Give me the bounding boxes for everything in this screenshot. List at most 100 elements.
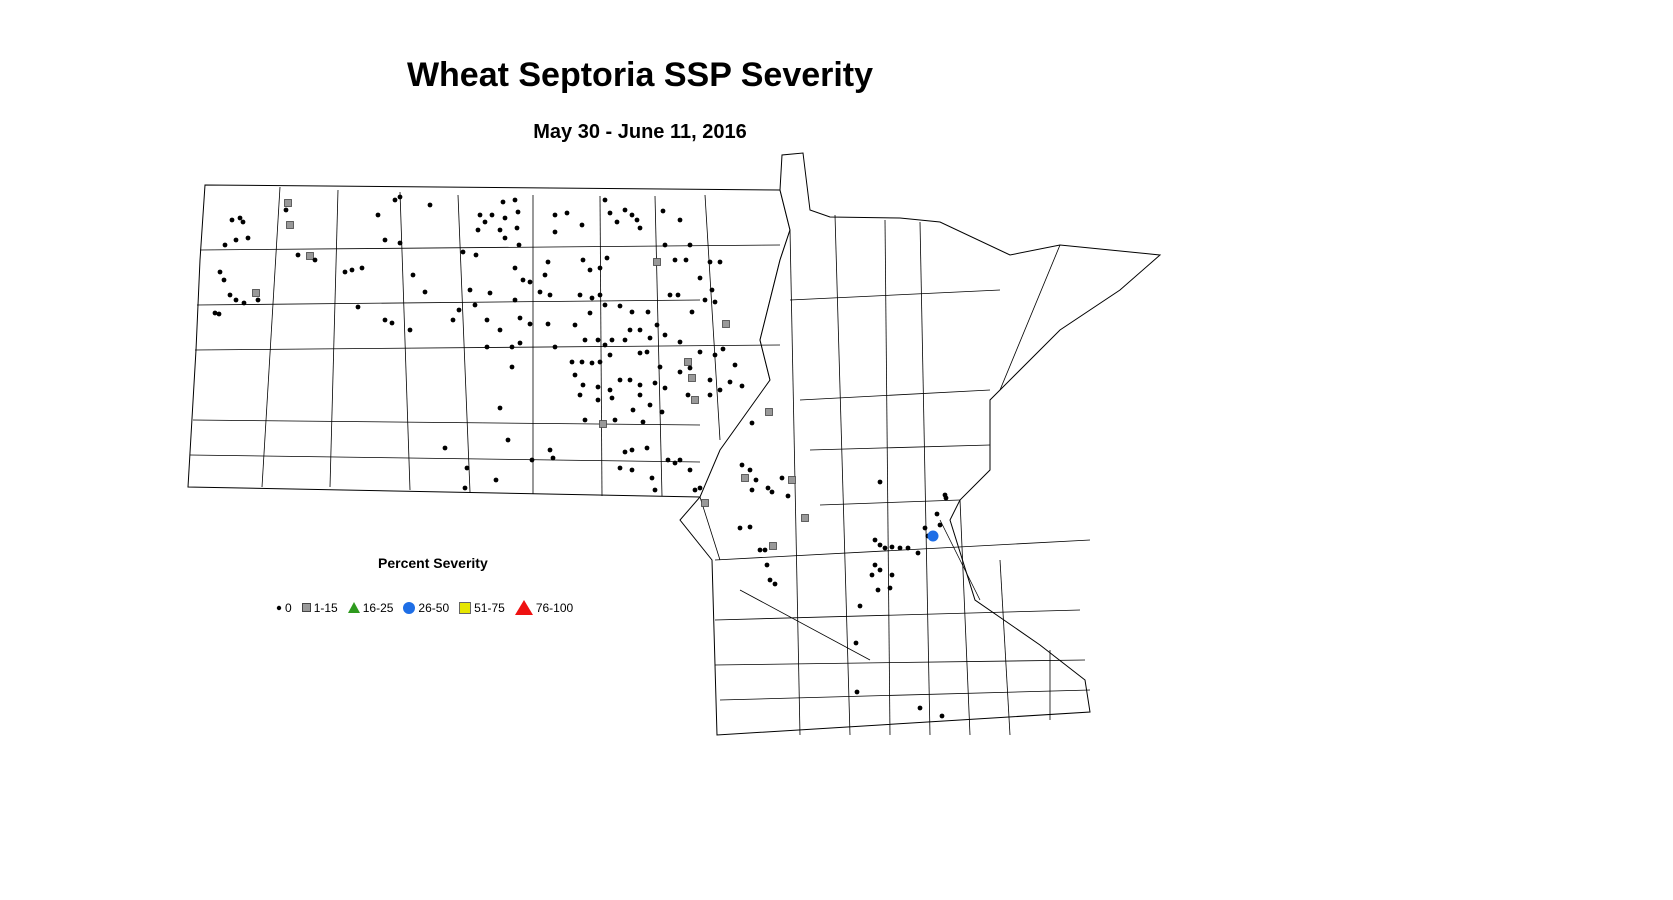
north-dakota-outline (187, 184, 791, 498)
observation-dot-0 (617, 377, 623, 383)
observation-dot-0 (233, 297, 239, 303)
county-boundary (192, 419, 701, 426)
observation-dot-0 (644, 349, 650, 355)
observation-dot-0 (597, 265, 603, 271)
observation-dot-0 (897, 545, 903, 551)
observation-dot-0 (245, 235, 251, 241)
observation-square-1-15 (306, 252, 314, 260)
county-boundary (999, 559, 1011, 736)
observation-dot-0 (500, 199, 506, 205)
legend-item-76-100: 76-100 (514, 600, 573, 615)
observation-square-1-15 (653, 258, 661, 266)
observation-dot-0 (527, 279, 533, 285)
observation-square-1-15 (684, 358, 692, 366)
county-boundary (704, 194, 721, 441)
observation-dot-0 (875, 587, 881, 593)
legend-item-26-50: 26-50 (403, 601, 449, 615)
observation-dot-0 (462, 485, 468, 491)
observation-dot-0 (460, 249, 466, 255)
observation-dot-0 (502, 215, 508, 221)
observation-dot-0 (677, 369, 683, 375)
observation-dot-0 (709, 287, 715, 293)
observation-dot-0 (637, 392, 643, 398)
observation-dot-0 (237, 215, 243, 221)
observation-dot-0 (569, 359, 575, 365)
observation-dot-0 (255, 297, 261, 303)
observation-dot-0 (229, 217, 235, 223)
observation-dot-0 (685, 392, 691, 398)
triangle-icon (347, 602, 360, 613)
observation-dot-0 (514, 225, 520, 231)
observation-dot-0 (607, 210, 613, 216)
observation-dot-0 (552, 229, 558, 235)
observation-dot-0 (587, 267, 593, 273)
observation-dot-0 (629, 309, 635, 315)
observation-dot-0 (493, 477, 499, 483)
county-boundary (457, 194, 471, 493)
observation-dot-0 (647, 335, 653, 341)
observation-dot-0 (509, 344, 515, 350)
observation-dot-0 (749, 420, 755, 426)
observation-dot-0 (509, 364, 515, 370)
county-boundary (884, 219, 891, 736)
observation-dot-0 (227, 292, 233, 298)
observation-square-1-15 (741, 474, 749, 482)
observation-dot-0 (442, 445, 448, 451)
observation-dot-0 (577, 392, 583, 398)
observation-dot-0 (720, 346, 726, 352)
observation-square-1-15 (688, 374, 696, 382)
observation-dot-0 (579, 359, 585, 365)
observation-dot-0 (712, 352, 718, 358)
county-boundary (714, 539, 1091, 561)
minnesota-outline (679, 152, 1162, 736)
observation-dot-0 (617, 303, 623, 309)
observation-dot-0 (382, 317, 388, 323)
observation-dot-0 (939, 713, 945, 719)
observation-dot-0 (397, 194, 403, 200)
county-boundary (819, 499, 961, 506)
county-boundary (714, 659, 1086, 666)
observation-dot-0 (464, 465, 470, 471)
observation-dot-0 (614, 219, 620, 225)
observation-dot-0 (597, 292, 603, 298)
observation-dot-0 (312, 257, 318, 263)
observation-dot-0 (572, 322, 578, 328)
observation-dot-0 (359, 265, 365, 271)
observation-dot-0 (747, 524, 753, 530)
observation-dot-0 (609, 395, 615, 401)
observation-dot-0 (622, 449, 628, 455)
observation-dot-0 (644, 445, 650, 451)
observation-dot-0 (587, 310, 593, 316)
observation-dot-0 (450, 317, 456, 323)
observation-dot-0 (915, 550, 921, 556)
observation-square-1-15 (252, 289, 260, 297)
observation-dot-0 (687, 467, 693, 473)
observation-dot-0 (505, 437, 511, 443)
observation-dot-0 (627, 327, 633, 333)
observation-dot-0 (647, 402, 653, 408)
observation-dot-0 (889, 572, 895, 578)
observation-dot-0 (727, 379, 733, 385)
observation-dot-0 (475, 227, 481, 233)
observation-dot-0 (872, 537, 878, 543)
observation-dot-0 (672, 257, 678, 263)
observation-dot-0 (240, 219, 246, 225)
observation-dot-0 (697, 275, 703, 281)
observation-dot-0 (482, 219, 488, 225)
observation-dot-0 (630, 407, 636, 413)
county-boundary (739, 589, 871, 661)
observation-dot-0 (456, 307, 462, 313)
observation-dot-0 (545, 321, 551, 327)
observation-dot-0 (516, 242, 522, 248)
county-boundary (809, 444, 991, 451)
observation-dot-0 (520, 277, 526, 283)
observation-dot-0 (582, 337, 588, 343)
observation-dot-0 (512, 265, 518, 271)
observation-dot-0 (627, 377, 633, 383)
observation-dot-0 (672, 460, 678, 466)
observation-dot-0 (637, 382, 643, 388)
observation-dot-0 (675, 292, 681, 298)
county-boundary (261, 186, 281, 488)
observation-square-1-15 (284, 199, 292, 207)
observation-dot-0 (552, 344, 558, 350)
